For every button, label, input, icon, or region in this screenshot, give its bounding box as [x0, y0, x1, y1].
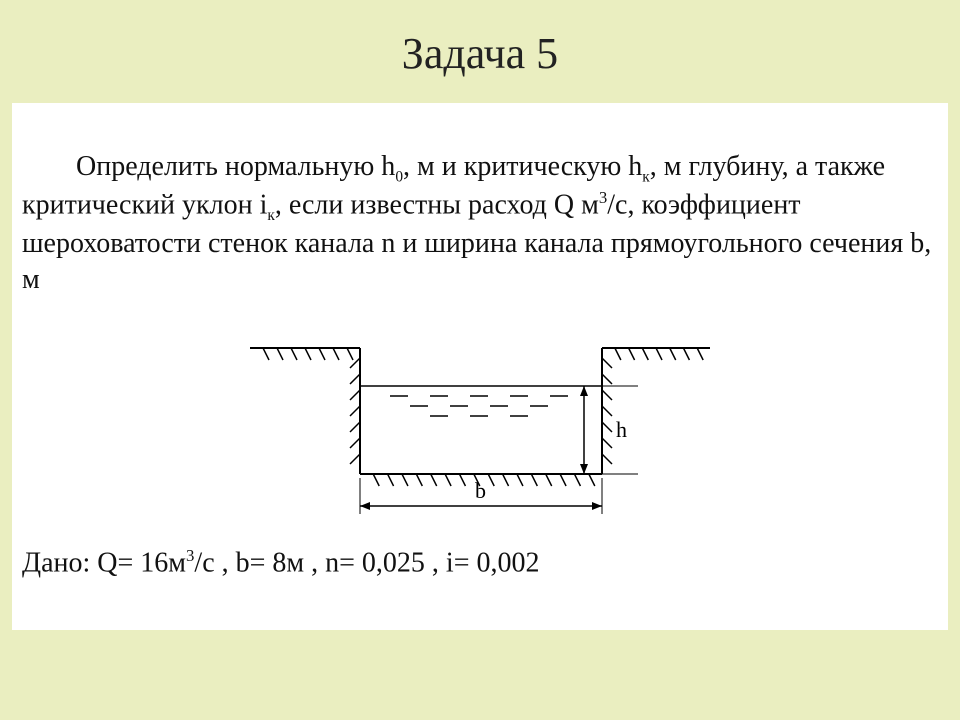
text-fragment: , если известны расход Q м	[275, 190, 599, 221]
text-fragment: , м и критическую h	[403, 151, 642, 182]
text-fragment: /с , b= 8м , n= 0,025 , i= 0,002	[194, 548, 539, 579]
svg-text:b: b	[475, 478, 486, 503]
subscript: к	[642, 169, 649, 186]
channel-diagram: hb	[250, 326, 710, 526]
content-area: Определить нормальную h0, м и критическу…	[12, 103, 948, 630]
text-fragment: Определить нормальную h	[76, 151, 395, 182]
slide: Задача 5 Определить нормальную h0, м и к…	[0, 0, 960, 720]
diagram-container: hb	[22, 326, 938, 536]
subscript: 0	[395, 169, 403, 186]
given-data: Дано: Q= 16м3/с , b= 8м , n= 0,025 , i= …	[22, 545, 938, 581]
slide-title: Задача 5	[0, 0, 960, 97]
subscript: к	[267, 207, 274, 224]
svg-text:h: h	[616, 417, 627, 442]
superscript: 3	[599, 188, 607, 207]
text-fragment: Дано: Q= 16м	[22, 548, 186, 579]
problem-text: Определить нормальную h0, м и критическу…	[22, 149, 938, 298]
